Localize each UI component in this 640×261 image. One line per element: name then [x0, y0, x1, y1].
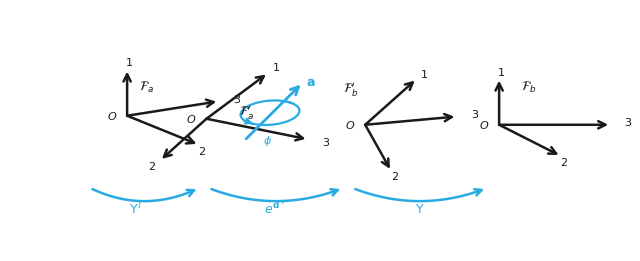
- Text: 2: 2: [560, 158, 567, 168]
- Text: $\mathcal{F}_b'$: $\mathcal{F}_b'$: [342, 81, 358, 99]
- Text: 3: 3: [322, 138, 329, 148]
- Text: $\phi$: $\phi$: [263, 134, 272, 148]
- Text: $\mathcal{F}_a'$: $\mathcal{F}_a'$: [239, 103, 253, 121]
- Text: 3: 3: [233, 95, 240, 105]
- Text: $\mathbf{a}$: $\mathbf{a}$: [306, 76, 316, 89]
- Text: $\mathcal{F}_a$: $\mathcal{F}_a$: [140, 80, 154, 95]
- Text: $O$: $O$: [186, 113, 196, 125]
- Text: $O$: $O$: [479, 119, 489, 131]
- Text: 3: 3: [625, 118, 632, 128]
- Text: 2: 2: [198, 147, 205, 157]
- Text: 2: 2: [148, 162, 156, 172]
- Text: 1: 1: [126, 58, 133, 68]
- Text: $O$: $O$: [345, 119, 355, 131]
- Text: $O$: $O$: [107, 110, 117, 122]
- Text: $e^{\mathbf{d}^\times}$: $e^{\mathbf{d}^\times}$: [264, 201, 286, 217]
- Text: $\mathcal{F}_b$: $\mathcal{F}_b$: [521, 80, 536, 95]
- Text: 1: 1: [498, 68, 505, 78]
- Text: $\Upsilon^T$: $\Upsilon^T$: [129, 201, 145, 217]
- Text: 3: 3: [471, 110, 478, 120]
- Text: $\Upsilon$: $\Upsilon$: [415, 203, 424, 216]
- Text: 1: 1: [273, 63, 280, 74]
- Text: 2: 2: [392, 172, 399, 182]
- Text: 1: 1: [421, 69, 428, 80]
